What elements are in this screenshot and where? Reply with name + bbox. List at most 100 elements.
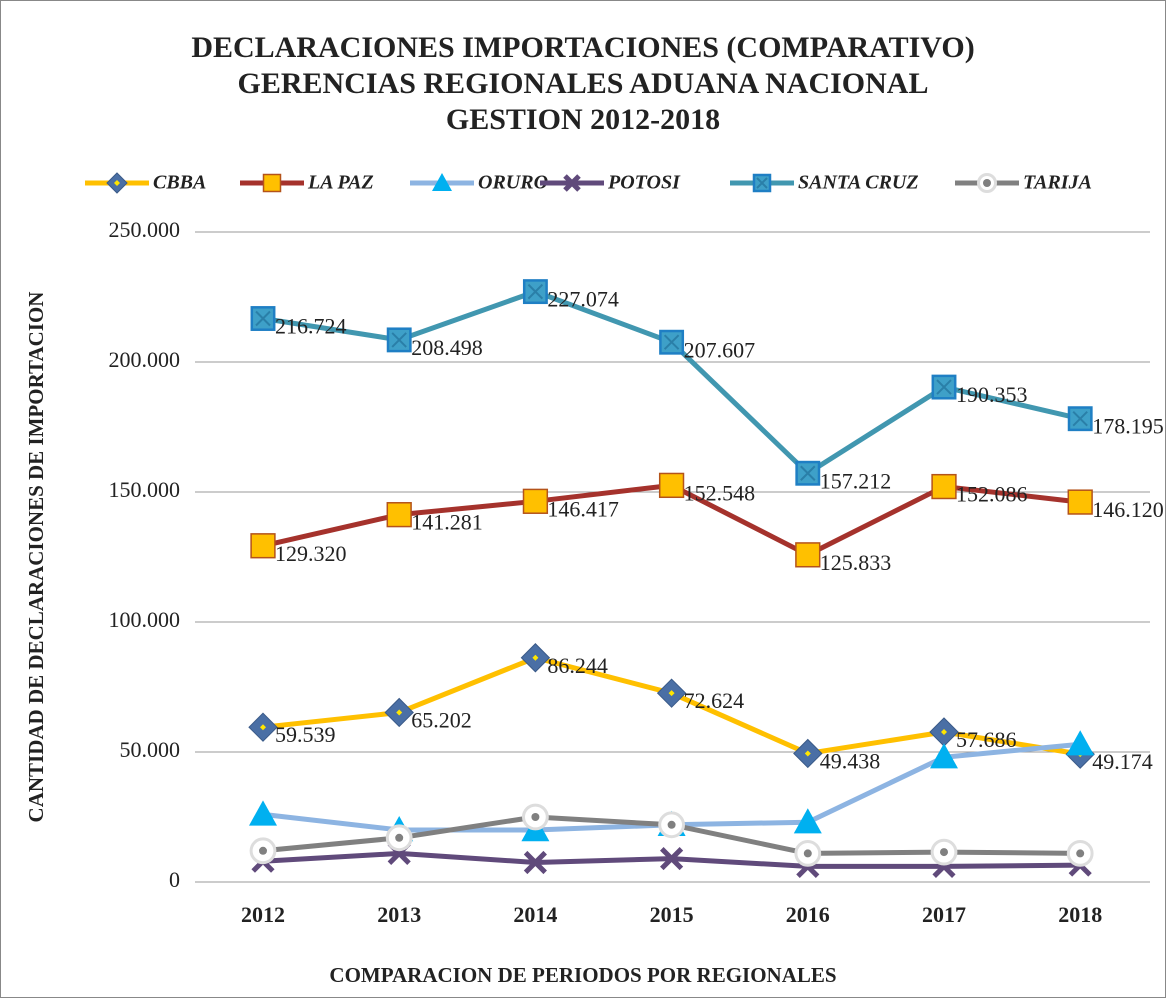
data-label: 141.281 [411,510,483,535]
data-label: 152.086 [956,482,1028,507]
data-label: 146.417 [547,496,619,521]
data-label: 190.353 [956,382,1028,407]
marker [930,838,958,866]
marker-x [663,334,680,350]
data-label: 227.074 [547,287,619,312]
marker [262,173,282,193]
marker-shape [250,533,276,559]
marker [250,533,276,559]
marker-shape [522,488,549,514]
y-tick-label: 50.000 [120,737,181,762]
marker [977,173,997,193]
marker [795,460,821,486]
marker [931,374,957,400]
marker [793,808,822,834]
legend-label: CBBA [153,172,206,194]
legend-label: LA PAZ [307,172,374,194]
marker [1066,730,1095,756]
marker [656,678,687,708]
x-tick-label: 2018 [1058,902,1102,927]
marker-shape [930,743,958,769]
marker-dot [532,654,539,661]
chart-title: GERENCIAS REGIONALES ADUANA NACIONAL [238,67,929,100]
marker [795,542,821,568]
data-label: 216.724 [275,314,347,339]
marker [659,329,685,355]
marker [249,800,277,826]
marker [1067,406,1093,432]
marker-shape [432,173,452,191]
x-tick-label: 2017 [922,902,966,927]
marker-x [1072,410,1088,427]
marker-dot [941,729,947,736]
marker [523,850,547,875]
x-tick-label: 2015 [650,902,694,927]
data-label: 125.833 [820,550,892,575]
marker-x [756,177,768,189]
marker [931,473,957,500]
marker [432,173,452,191]
y-tick-label: 150.000 [109,477,181,502]
marker [660,847,684,871]
marker-x [255,310,271,327]
data-label: 49.438 [820,749,881,774]
x-tick-label: 2013 [377,902,421,927]
marker [520,643,551,673]
marker [106,172,128,194]
marker [522,279,548,305]
marker-x [391,332,407,348]
marker-x [800,465,816,481]
chart-title: GESTION 2012-2018 [446,103,720,136]
marker [385,824,413,852]
marker-shape [386,502,412,528]
marker-shape [523,850,547,875]
marker [384,697,414,728]
y-tick-label: 0 [169,867,180,892]
marker [752,173,772,193]
data-label: 72.624 [684,688,745,713]
data-label: 129.320 [275,541,347,566]
data-label: 178.195 [1092,414,1164,439]
marker-dot [667,820,676,829]
marker [794,840,822,867]
marker-shape [563,174,581,192]
data-label: 65.202 [411,708,472,733]
marker [250,306,276,331]
data-label: 49.174 [1092,749,1153,774]
marker-dot [668,690,675,697]
marker-dot [983,179,991,187]
marker-dot [531,813,540,821]
data-label: 207.607 [684,337,756,362]
marker-shape [793,808,822,834]
chart-title: DECLARACIONES IMPORTACIONES (COMPARATIVO… [191,31,974,64]
marker-shape [249,800,277,826]
data-label: 152.548 [684,480,756,505]
marker-dot [804,750,811,757]
marker-x [936,379,952,395]
marker [658,472,685,499]
legend-label: ORURO [478,172,548,194]
marker [522,488,549,514]
y-tick-label: 200.000 [109,347,181,372]
data-label: 59.539 [275,722,336,747]
data-label: 208.498 [411,335,483,360]
marker-dot [396,709,403,716]
marker [249,837,277,865]
data-label: 157.212 [820,468,892,493]
marker [930,743,958,769]
y-tick-label: 100.000 [109,607,181,632]
marker-dot [259,846,267,855]
marker [248,712,278,742]
marker [386,327,412,353]
data-label: 86.244 [547,653,608,678]
marker [563,174,581,192]
marker-dot [260,724,266,731]
marker-shape [1066,730,1095,756]
marker-dot [1076,849,1085,858]
x-axis-label: COMPARACION DE PERIODOS POR REGIONALES [329,963,836,987]
marker-dot [114,180,120,186]
data-label: 146.120 [1092,497,1164,522]
